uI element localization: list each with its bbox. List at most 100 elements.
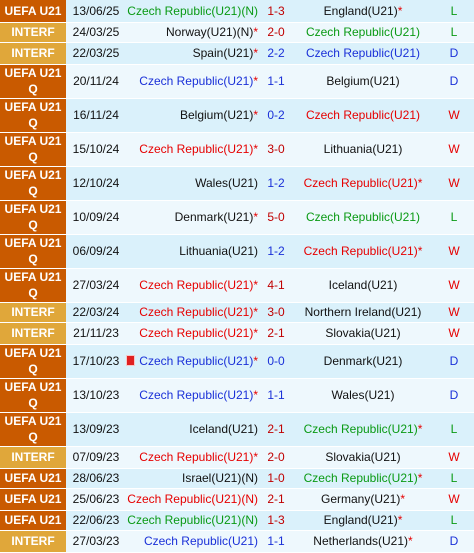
away-team[interactable]: Lithuania(U21) [292, 132, 434, 167]
home-team[interactable]: Israel(U21)(N) [126, 468, 260, 489]
match-row[interactable]: UEFA U21 Q 12/10/24 Wales(U21) 1-2 Czech Rep… [0, 166, 474, 201]
match-row[interactable]: INTERF 24/03/25 Norway(U21)(N)* 2-0 Czech Re… [0, 22, 474, 43]
home-team[interactable]: Czech Republic(U21)* [126, 302, 260, 323]
match-row[interactable]: UEFA U21 Q 27/03/24 Czech Republic(U21)* 4-… [0, 268, 474, 303]
match-row[interactable]: UEFA U21 Q 13/10/23 Czech Republic(U21)* 1-… [0, 378, 474, 413]
home-team[interactable]: Czech Republic(U21)* [126, 378, 260, 413]
match-date: 13/09/23 [66, 412, 126, 447]
home-team[interactable]: Czech Republic(U21)* [126, 268, 260, 303]
match-date: 28/06/23 [66, 468, 126, 489]
home-marker-star: * [253, 108, 258, 122]
match-row[interactable]: INTERF 22/03/24 Czech Republic(U21)* 3-0 Nor… [0, 302, 474, 323]
home-team[interactable]: Wales(U21) [126, 166, 260, 201]
match-score[interactable]: 1-3 [260, 0, 292, 23]
away-team[interactable]: Wales(U21) [292, 378, 434, 413]
match-score[interactable]: 1-0 [260, 468, 292, 489]
match-score[interactable]: 1-2 [260, 234, 292, 269]
home-team-name: Czech Republic(U21) [139, 326, 254, 340]
match-score[interactable]: 5-0 [260, 200, 292, 235]
away-team[interactable]: Czech Republic(U21) [292, 98, 434, 133]
home-team[interactable]: Czech Republic(U21)(N) [126, 0, 260, 23]
match-row[interactable]: UEFA U21 Q 17/10/23 Czech Republic(U21)* 0-… [0, 344, 474, 379]
home-team[interactable]: Belgium(U21)* [126, 98, 260, 133]
match-date: 10/09/24 [66, 200, 126, 235]
home-team-name: Lithuania(U21) [179, 244, 258, 258]
match-score[interactable]: 2-2 [260, 42, 292, 65]
away-team[interactable]: Germany(U21)* [292, 488, 434, 511]
match-score[interactable]: 0-2 [260, 98, 292, 133]
home-team[interactable]: Czech Republic(U21)* [126, 344, 260, 379]
home-team-name: Czech Republic(U21) [139, 305, 254, 319]
away-team[interactable]: Czech Republic(U21) [292, 42, 434, 65]
match-result: W [434, 322, 474, 345]
home-team[interactable]: Czech Republic(U21) [126, 530, 260, 553]
match-score[interactable]: 2-0 [260, 22, 292, 43]
home-team[interactable]: Czech Republic(U21)* [126, 132, 260, 167]
match-score[interactable]: 2-1 [260, 488, 292, 511]
away-team[interactable]: Iceland(U21) [292, 268, 434, 303]
away-team[interactable]: England(U21)* [292, 0, 434, 23]
home-team[interactable]: Norway(U21)(N)* [126, 22, 260, 43]
away-team[interactable]: Czech Republic(U21)* [292, 468, 434, 489]
match-row[interactable]: UEFA U21 22/06/23 Czech Republic(U21)(N) 1-… [0, 510, 474, 531]
away-marker-star: * [417, 422, 423, 436]
match-score[interactable]: 1-3 [260, 510, 292, 531]
match-date: 22/06/23 [66, 510, 126, 531]
match-date: 22/03/25 [66, 42, 126, 65]
home-team-name: Czech Republic(U21)(N) [127, 3, 258, 18]
match-row[interactable]: UEFA U21 Q 20/11/24 Czech Republic(U21)* 1-… [0, 64, 474, 99]
match-row[interactable]: UEFA U21 28/06/23 Israel(U21)(N) 1-0 Czech R… [0, 468, 474, 489]
away-team[interactable]: Czech Republic(U21)* [292, 166, 434, 201]
home-team-name: Belgium(U21) [179, 108, 254, 122]
away-team[interactable]: Belgium(U21) [292, 64, 434, 99]
away-team[interactable]: Czech Republic(U21) [292, 22, 434, 43]
away-team[interactable]: Slovakia(U21) [292, 446, 434, 469]
match-score[interactable]: 3-0 [260, 132, 292, 167]
away-team-name: Czech Republic(U21) [305, 46, 421, 60]
match-row[interactable]: INTERF 27/03/23 Czech Republic(U21) 1-1 Neth… [0, 530, 474, 553]
home-team[interactable]: Czech Republic(U21)* [126, 322, 260, 345]
away-team[interactable]: Czech Republic(U21)* [292, 412, 434, 447]
home-team[interactable]: Czech Republic(U21)(N) [126, 510, 260, 531]
match-score[interactable]: 1-1 [260, 378, 292, 413]
home-team[interactable]: Czech Republic(U21)* [126, 64, 260, 99]
match-score[interactable]: 2-1 [260, 412, 292, 447]
match-score[interactable]: 1-1 [260, 530, 292, 553]
home-team[interactable]: Spain(U21)* [126, 42, 260, 65]
match-row[interactable]: UEFA U21 Q 16/11/24 Belgium(U21)* 0-2 Czech … [0, 98, 474, 133]
match-row[interactable]: INTERF 07/09/23 Czech Republic(U21)* 2-0 Slo… [0, 446, 474, 469]
away-team-name: Slovakia(U21) [325, 450, 401, 464]
match-row[interactable]: UEFA U21 Q 06/09/24 Lithuania(U21) 1-2 Czech… [0, 234, 474, 269]
competition-label: UEFA U21 [0, 0, 66, 23]
match-score[interactable]: 0-0 [260, 344, 292, 379]
away-team[interactable]: Czech Republic(U21)* [292, 234, 434, 269]
home-team[interactable]: Czech Republic(U21)(N) [126, 488, 260, 511]
match-row[interactable]: INTERF 21/11/23 Czech Republic(U21)* 2-1 Slo… [0, 322, 474, 345]
match-score[interactable]: 3-0 [260, 302, 292, 323]
match-row[interactable]: UEFA U21 Q 13/09/23 Iceland(U21) 2-1 Czech R… [0, 412, 474, 447]
match-score[interactable]: 2-0 [260, 446, 292, 469]
away-team-name: Slovakia(U21) [325, 326, 401, 340]
match-score[interactable]: 2-1 [260, 322, 292, 345]
home-team[interactable]: Denmark(U21)* [126, 200, 260, 235]
away-team[interactable]: Netherlands(U21)* [292, 530, 434, 553]
away-team-name: Czech Republic(U21) [305, 108, 421, 122]
competition-label: UEFA U21 Q [0, 200, 66, 235]
match-row[interactable]: INTERF 22/03/25 Spain(U21)* 2-2 Czech Republ… [0, 42, 474, 65]
home-marker-star: * [253, 142, 258, 156]
away-team[interactable]: Denmark(U21) [292, 344, 434, 379]
match-row[interactable]: UEFA U21 13/06/25 Czech Republic(U21)(N) 1-… [0, 0, 474, 23]
away-team[interactable]: Slovakia(U21) [292, 322, 434, 345]
home-team[interactable]: Iceland(U21) [126, 412, 260, 447]
match-score[interactable]: 1-1 [260, 64, 292, 99]
home-team[interactable]: Czech Republic(U21)* [126, 446, 260, 469]
away-team[interactable]: England(U21)* [292, 510, 434, 531]
match-row[interactable]: UEFA U21 Q 10/09/24 Denmark(U21)* 5-0 Czech … [0, 200, 474, 235]
match-score[interactable]: 1-2 [260, 166, 292, 201]
match-score[interactable]: 4-1 [260, 268, 292, 303]
away-team[interactable]: Czech Republic(U21) [292, 200, 434, 235]
match-row[interactable]: UEFA U21 25/06/23 Czech Republic(U21)(N) 2-… [0, 488, 474, 511]
home-team[interactable]: Lithuania(U21) [126, 234, 260, 269]
away-team[interactable]: Northern Ireland(U21) [292, 302, 434, 323]
match-row[interactable]: UEFA U21 Q 15/10/24 Czech Republic(U21)* 3-… [0, 132, 474, 167]
